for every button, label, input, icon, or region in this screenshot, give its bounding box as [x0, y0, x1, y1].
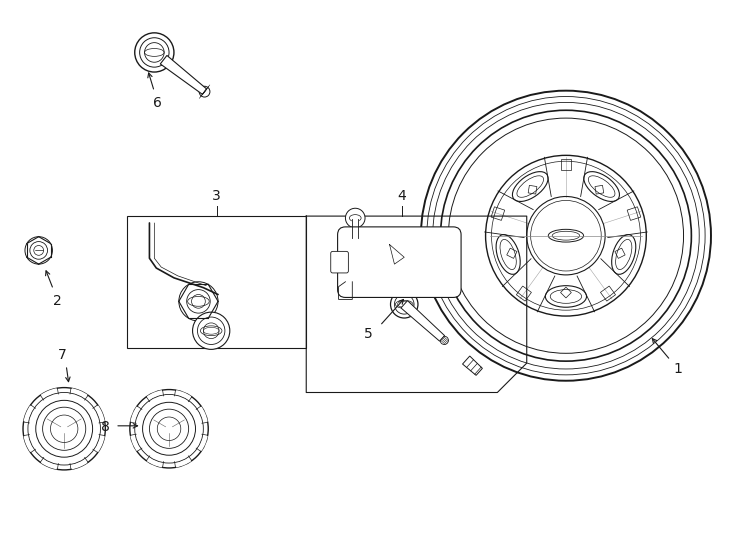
Text: 8: 8: [101, 420, 110, 434]
Circle shape: [192, 312, 230, 349]
Text: 2: 2: [53, 294, 62, 308]
Circle shape: [409, 237, 444, 272]
Circle shape: [346, 208, 365, 228]
Polygon shape: [462, 356, 482, 375]
FancyBboxPatch shape: [338, 227, 461, 298]
Text: 4: 4: [397, 190, 406, 204]
Circle shape: [440, 336, 448, 345]
Text: 6: 6: [153, 97, 161, 110]
Polygon shape: [160, 56, 207, 94]
Circle shape: [25, 237, 52, 264]
Text: 7: 7: [58, 348, 67, 362]
FancyBboxPatch shape: [331, 252, 349, 273]
Text: 5: 5: [363, 327, 372, 341]
Ellipse shape: [351, 235, 360, 240]
Circle shape: [359, 241, 385, 267]
Polygon shape: [401, 301, 445, 341]
Circle shape: [390, 291, 418, 318]
Circle shape: [179, 282, 218, 321]
Bar: [127, 216, 306, 348]
Circle shape: [130, 389, 208, 468]
Text: 1: 1: [674, 362, 683, 376]
Circle shape: [199, 86, 210, 97]
Circle shape: [23, 388, 106, 470]
Text: 3: 3: [212, 190, 221, 204]
